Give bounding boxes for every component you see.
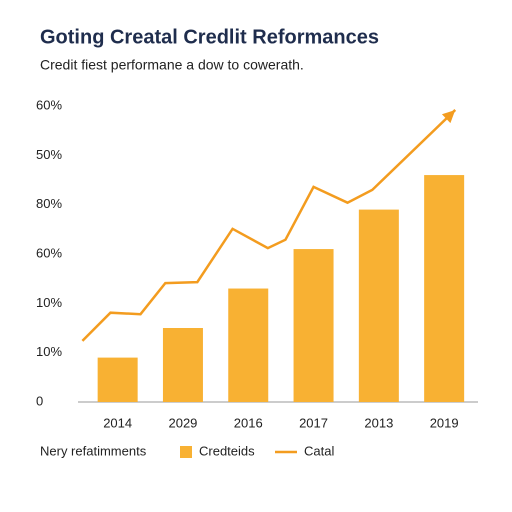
legend-label: Catal	[304, 443, 334, 458]
chart-subtitle: Credit fiest performane a dow to cowerat…	[40, 57, 304, 73]
arrow-head	[441, 109, 456, 124]
y-tick-label: 50%	[36, 147, 62, 162]
y-tick-label: 80%	[36, 196, 62, 211]
y-tick-label: 0	[36, 393, 43, 408]
line	[81, 109, 457, 342]
bar	[293, 249, 334, 402]
y-tick-label: 60%	[36, 245, 62, 260]
bar	[97, 357, 138, 402]
x-tick-label: 2013	[364, 415, 393, 430]
bar	[424, 175, 465, 402]
y-tick-label: 10%	[36, 295, 62, 310]
legend-swatch	[180, 446, 192, 458]
x-tick-label: 2017	[299, 415, 328, 430]
bar	[228, 288, 269, 402]
y-tick-label: 60%	[36, 97, 62, 112]
y-tick-label: 10%	[36, 344, 62, 359]
bar	[162, 328, 203, 402]
x-tick-label: 2014	[103, 415, 132, 430]
x-tick-label: 2019	[430, 415, 459, 430]
legend-label: Credteids	[199, 443, 255, 458]
chart-title: Goting Creatal Credlit Reformances	[40, 26, 379, 48]
x-tick-label: 2029	[168, 415, 197, 430]
legend-title: Nery refatimments	[40, 443, 147, 458]
x-tick-label: 2016	[234, 415, 263, 430]
bar	[358, 209, 399, 402]
